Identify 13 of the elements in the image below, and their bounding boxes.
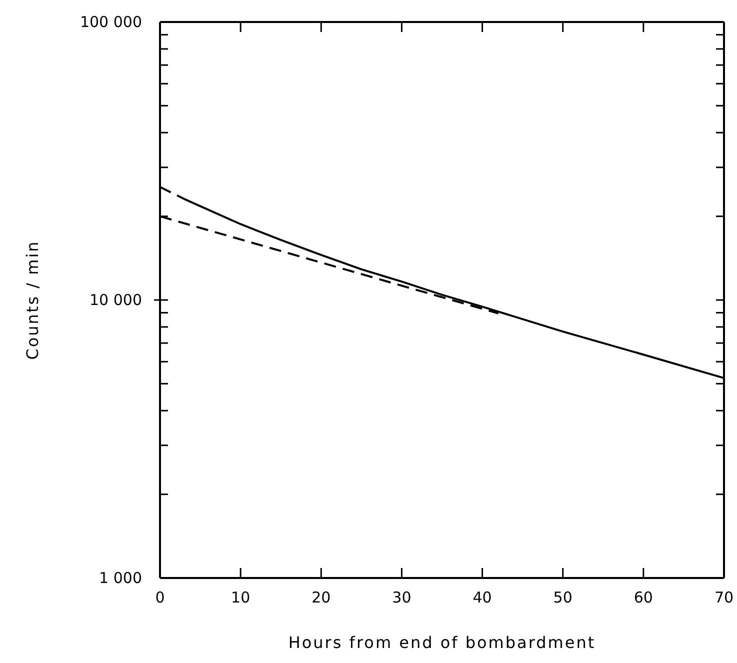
x-axis-title: Hours from end of bombardment [288,633,596,652]
x-tick-label: 50 [553,588,572,607]
x-tick-label: 20 [312,588,331,607]
y-tick-label: 1 000 [99,568,142,587]
x-tick-label: 30 [392,588,412,607]
x-tick-label: 0 [155,588,165,607]
y-tick-label: 10 000 [90,290,142,309]
x-tick-label: 70 [714,588,734,607]
x-tick-label: 10 [231,588,250,607]
x-tick-label: 40 [472,588,492,607]
y-axis-title: Counts / min [23,240,42,360]
y-tick-label: 100 000 [80,12,142,31]
x-tick-label: 60 [634,588,653,607]
